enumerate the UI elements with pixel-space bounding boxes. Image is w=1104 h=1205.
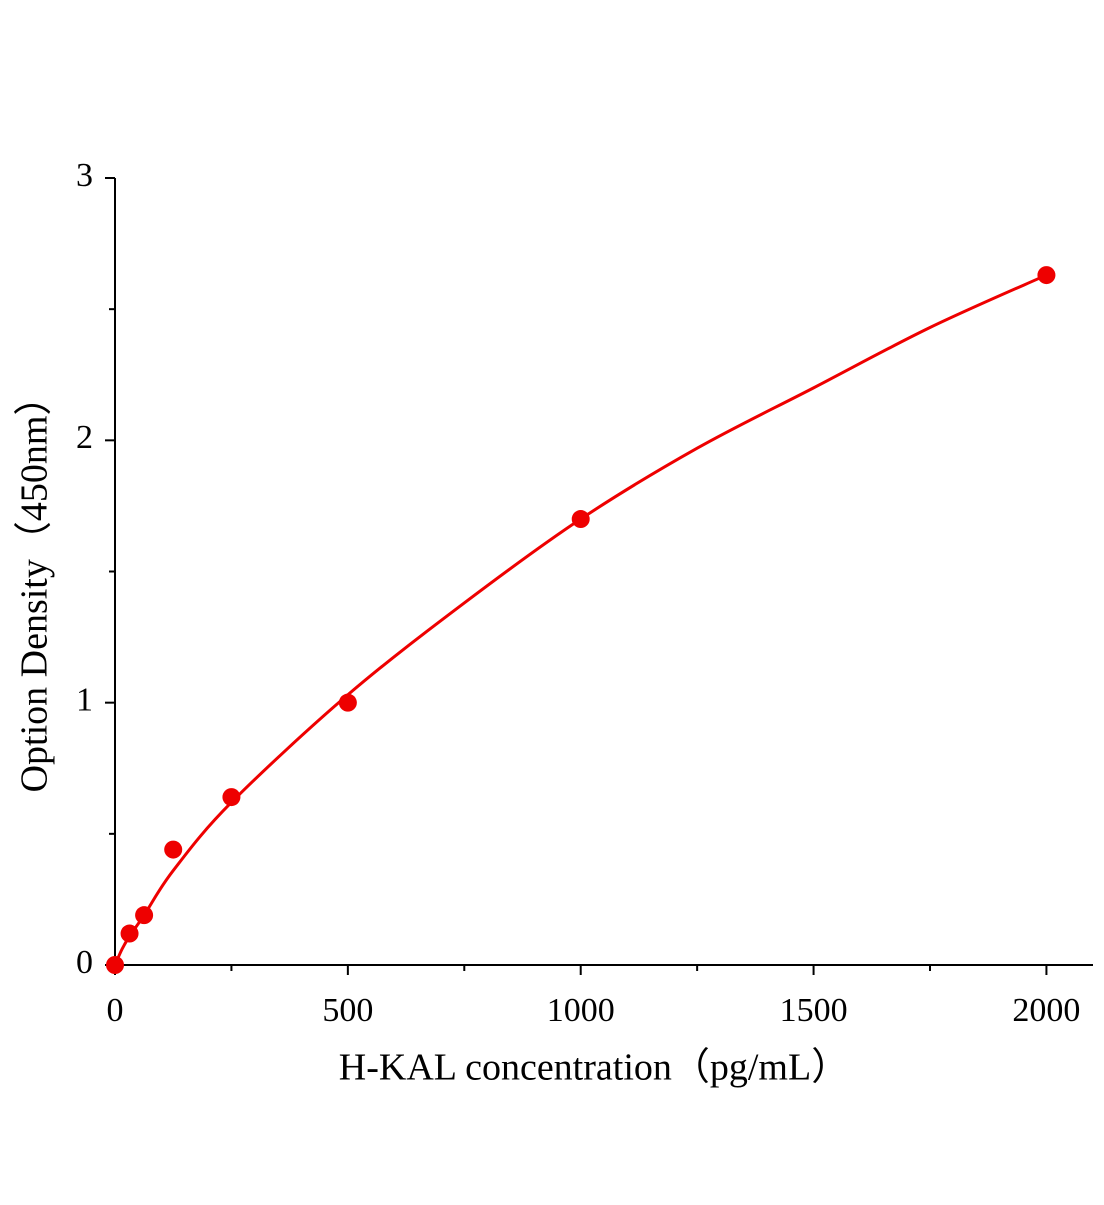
y-tick-label: 3 <box>76 157 93 194</box>
fit-curve <box>113 273 1048 966</box>
x-tick-label: 1000 <box>547 992 615 1029</box>
data-point <box>1037 266 1056 285</box>
data-point <box>164 840 183 859</box>
data-point <box>338 693 357 712</box>
y-tick-label: 2 <box>76 419 93 456</box>
y-tick-label: 1 <box>76 681 93 718</box>
data-point <box>106 956 124 974</box>
x-tick-label: 2000 <box>1012 992 1080 1029</box>
data-point <box>135 906 154 925</box>
y-axis-label: Option Density（450nm） <box>14 378 56 793</box>
data-point <box>222 788 241 807</box>
data-point <box>120 924 139 943</box>
x-tick-label: 1500 <box>780 992 848 1029</box>
data-point <box>571 510 590 529</box>
x-tick-label: 0 <box>107 992 124 1029</box>
y-tick-label: 0 <box>76 944 93 981</box>
x-tick-label: 500 <box>322 992 373 1029</box>
x-axis-label: H-KAL concentration（pg/mL） <box>339 1047 849 1089</box>
